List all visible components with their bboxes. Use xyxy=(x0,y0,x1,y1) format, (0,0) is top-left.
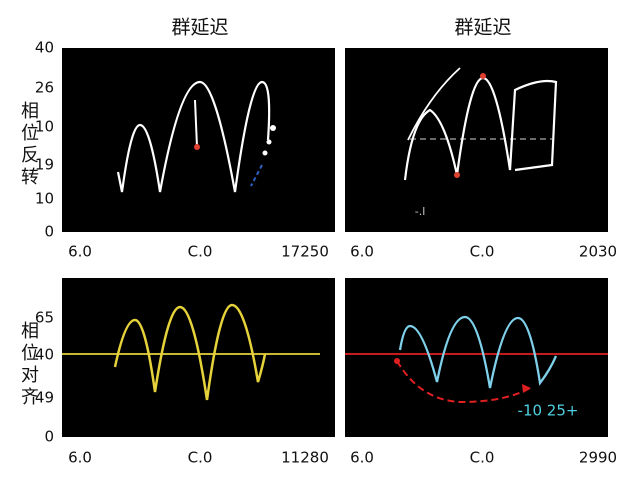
panel-title: 群延迟 xyxy=(171,17,228,39)
waveform xyxy=(194,99,198,148)
side-label: 相位反转 xyxy=(21,101,39,188)
x-tick-label: 2990 xyxy=(579,449,617,467)
y-tick-label: 65 xyxy=(35,309,54,327)
marker xyxy=(270,125,276,131)
side-label-text: 相位反转 xyxy=(21,101,39,188)
waveform xyxy=(113,303,267,401)
waveform xyxy=(407,67,461,141)
x-tick-label: 6.0 xyxy=(68,243,92,261)
x-tick-label: C.0 xyxy=(188,449,213,467)
side-label-text: 相位对齐 xyxy=(21,321,39,408)
y-tick-label: 10 xyxy=(35,190,54,208)
side-label: 相位对齐 xyxy=(21,321,39,408)
x-tick-label: 17250 xyxy=(281,243,329,261)
panel xyxy=(345,278,608,437)
x-tick-label: 11280 xyxy=(281,449,329,467)
waveform xyxy=(398,315,558,389)
x-tick-label: 6.0 xyxy=(68,449,92,467)
waveform xyxy=(403,76,558,181)
panel xyxy=(62,48,335,232)
arrowhead xyxy=(522,384,531,393)
marker xyxy=(394,358,400,364)
trace xyxy=(396,360,531,404)
panel-title: 群延迟 xyxy=(454,17,511,39)
x-tick-label: C.0 xyxy=(470,449,495,467)
marker xyxy=(194,144,200,150)
y-tick-label: 40 xyxy=(35,346,54,364)
marker xyxy=(266,139,272,145)
marker xyxy=(454,172,460,178)
y-tick-label: 0 xyxy=(44,223,54,241)
x-tick-label: C.0 xyxy=(188,243,213,261)
annotation: -.l xyxy=(415,205,426,218)
x-tick-label: 6.0 xyxy=(350,243,374,261)
y-tick-label: 0 xyxy=(44,428,54,446)
panel xyxy=(345,48,608,232)
y-tick-label: 49 xyxy=(35,389,54,407)
x-tick-label: 2030 xyxy=(579,243,617,261)
x-tick-label: 6.0 xyxy=(350,449,374,467)
marker xyxy=(480,73,486,79)
y-tick-label: 40 xyxy=(35,39,54,57)
marker xyxy=(262,150,268,156)
y-tick-label: 10 xyxy=(35,118,54,136)
waveform xyxy=(116,80,271,193)
trace xyxy=(250,164,263,187)
x-tick-label: C.0 xyxy=(470,243,495,261)
annotation: -10 25+ xyxy=(518,402,579,420)
tick-labels: 40 26 10 19 10 0 65 40 49 0 6.0 C.0 17250 6.0 C.0 2030 6… xyxy=(35,39,617,467)
y-tick-label: 26 xyxy=(35,79,54,97)
y-tick-label: 19 xyxy=(35,156,54,174)
